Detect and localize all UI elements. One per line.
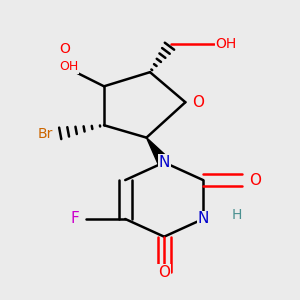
Text: N: N	[197, 212, 209, 226]
Polygon shape	[146, 138, 169, 166]
Text: H: H	[231, 208, 242, 223]
Text: O: O	[249, 172, 261, 188]
Text: N: N	[158, 155, 170, 170]
Text: O: O	[158, 265, 170, 280]
Text: Br: Br	[37, 127, 53, 141]
Text: O: O	[60, 42, 70, 56]
Text: OH: OH	[215, 37, 237, 51]
Text: OH: OH	[59, 60, 78, 73]
Text: O: O	[193, 95, 205, 110]
Text: F: F	[70, 212, 79, 226]
